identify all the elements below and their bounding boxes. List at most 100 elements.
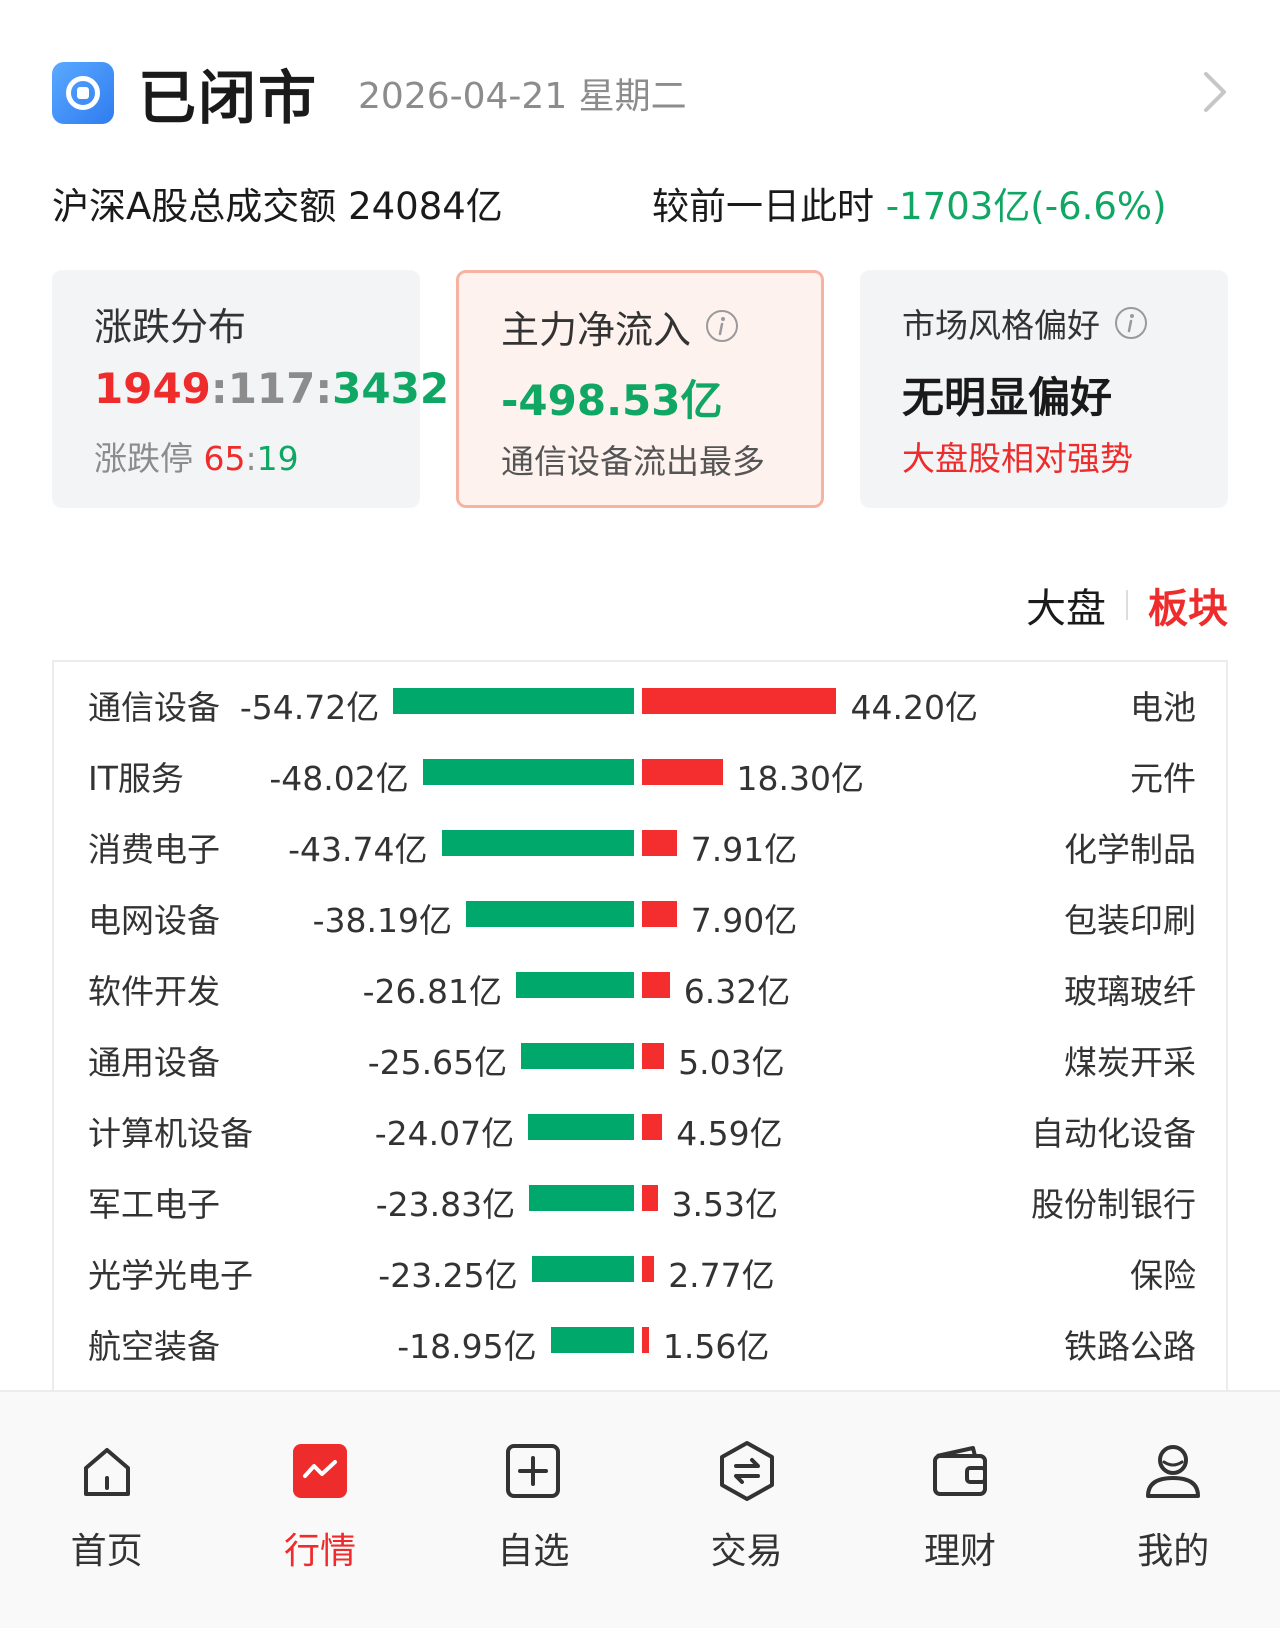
sector-flow-row[interactable]: 软件开发 -26.81亿 6.32亿 玻璃玻纤 [54,960,1230,1011]
outflow-value-label: -26.81亿 [362,972,503,1011]
ratio-sep: : [315,364,333,413]
limit-down-count: 19 [256,439,299,478]
market-style-note: 大盘股相对强势 [902,439,1133,478]
inflow-value-label: 7.91亿 [690,830,798,869]
outflow-value-label: -24.07亿 [374,1114,515,1153]
nav-wealth[interactable]: 理财 [853,1392,1066,1628]
inflow-sector-name: 元件 [1130,759,1196,798]
limit-sep: : [245,439,257,478]
nav-label: 交易 [710,1531,783,1572]
outflow-bar [529,1185,634,1211]
outflow-bar [531,1256,634,1282]
nav-home[interactable]: 首页 [0,1392,213,1628]
info-icon[interactable] [705,309,739,343]
sector-flow-row[interactable]: 消费电子 -43.74亿 7.91亿 化学制品 [54,818,1230,869]
inflow-value-label: 2.77亿 [668,1256,775,1295]
outflow-bar [528,1114,634,1140]
outflow-value-label: -54.72亿 [239,688,380,727]
market-style-title-row: 市场风格偏好 [902,298,1228,348]
sector-flow-row[interactable]: 通用设备 -25.65亿 5.03亿 煤炭开采 [54,1031,1230,1082]
market-style-title: 市场风格偏好 [902,306,1100,345]
capital-flow-value: -498.53亿 [501,376,723,425]
bottom-nav: 首页 行情 自选 交易 理财 [0,1390,1280,1628]
outflow-bar [465,901,634,927]
chart-scope-toggle: 大盘 板块 [1026,576,1228,634]
inflow-value-label: 3.53亿 [671,1185,779,1224]
inflow-bar [642,1185,658,1211]
inflow-value-label: 44.20亿 [850,688,978,727]
nav-profile[interactable]: 我的 [1067,1392,1280,1628]
home-icon [83,1448,130,1496]
nav-label: 行情 [283,1531,356,1572]
limit-up-count: 65 [203,439,246,478]
inflow-sector-name: 电池 [1130,688,1196,727]
outflow-value-label: -25.65亿 [367,1043,508,1082]
down-count: 3432 [332,364,450,413]
wallet-icon [932,1446,987,1496]
sector-flow-row[interactable]: 光学光电子 -23.25亿 2.77亿 保险 [54,1244,1230,1295]
inflow-sector-name: 股份制银行 [1031,1185,1196,1224]
tab-market[interactable]: 大盘 [1026,586,1106,632]
breadth-card[interactable]: 涨跌分布 1949:117:3432 涨跌停 65:19 [52,270,449,508]
tab-sector[interactable]: 板块 [1148,586,1228,632]
inflow-value-label: 4.59亿 [676,1114,783,1153]
inflow-value-label: 1.56亿 [662,1327,770,1366]
sector-flow-row[interactable]: IT服务 -48.02亿 18.30亿 元件 [54,747,1230,798]
market-status-icon [52,62,114,124]
sector-flow-row[interactable]: 航空装备 -18.95亿 1.56亿 铁路公路 [54,1315,1230,1366]
outflow-sector-name: 航空装备 [88,1327,220,1366]
sector-flow-row[interactable]: 电网设备 -38.19亿 7.90亿 包装印刷 [54,889,1230,940]
turnover-label: 沪深A股总成交额 [52,185,337,228]
compare-label: 较前一日此时 [652,185,874,228]
outflow-value-label: -43.74亿 [288,830,428,869]
turnover-summary: 沪深A股总成交额 24084亿 较前一日此时 -1703亿(-6.6%) [52,176,1236,232]
nav-trade[interactable]: 交易 [640,1392,853,1628]
profile-icon [1146,1445,1201,1498]
info-icon[interactable] [1114,306,1148,340]
outflow-sector-name: 军工电子 [88,1185,220,1224]
inflow-value-label: 6.32亿 [683,972,791,1011]
toggle-divider [1126,590,1128,620]
chevron-right-icon[interactable] [1192,70,1236,114]
nav-label: 理财 [923,1531,996,1572]
nav-label: 首页 [70,1531,143,1572]
inflow-value-label: 7.90亿 [690,901,798,940]
inflow-bar [642,830,677,856]
market-status-header[interactable]: 已闭市 2026-04-21 星期二 [52,58,1236,132]
outflow-sector-name: 软件开发 [88,972,220,1011]
outflow-bar [422,759,634,785]
breadth-ratio: 1949:117:3432 [94,364,449,418]
outflow-value-label: -48.02亿 [269,759,409,798]
inflow-bar [642,901,677,927]
watchlist-icon [506,1444,561,1498]
overview-cards: 涨跌分布 1949:117:3432 涨跌停 65:19 主力净流入 -498.… [52,270,1228,508]
outflow-value-label: -18.95亿 [397,1327,537,1366]
inflow-sector-name: 铁路公路 [1064,1327,1196,1366]
inflow-bar [642,1114,663,1140]
market-style-card[interactable]: 市场风格偏好 无明显偏好 大盘股相对强势 [860,270,1228,508]
outflow-bar [521,1043,634,1069]
outflow-sector-name: 通信设备 [88,688,220,727]
inflow-bar [642,759,723,785]
sector-flow-chart[interactable]: 通信设备 -54.72亿 44.20亿 电池 IT服务 -48.02亿 18.30亿 元件 消费… [52,660,1228,1400]
inflow-sector-name: 保险 [1130,1256,1196,1295]
sector-flow-row[interactable]: 军工电子 -23.83亿 3.53亿 股份制银行 [54,1173,1230,1224]
nav-label: 自选 [497,1531,570,1572]
outflow-bar [441,830,634,856]
nav-label: 我的 [1137,1531,1210,1572]
inflow-bar [642,1256,655,1282]
capital-flow-card[interactable]: 主力净流入 -498.53亿 通信设备流出最多 [456,270,824,508]
flat-count: 117 [227,364,316,413]
inflow-value-label: 18.30亿 [736,759,864,798]
nav-market[interactable]: 行情 [213,1392,426,1628]
sector-flow-row[interactable]: 计算机设备 -24.07亿 4.59亿 自动化设备 [54,1102,1230,1153]
outflow-value-label: -38.19亿 [312,901,452,940]
sector-flow-row[interactable]: 通信设备 -54.72亿 44.20亿 电池 [54,676,1230,727]
nav-watchlist[interactable]: 自选 [427,1392,640,1628]
outflow-bar [516,972,634,998]
up-count: 1949 [94,364,211,413]
market-icon [292,1444,347,1498]
capital-flow-title: 主力净流入 [501,307,692,352]
outflow-sector-name: IT服务 [88,759,184,798]
outflow-sector-name: 光学光电子 [88,1256,253,1295]
